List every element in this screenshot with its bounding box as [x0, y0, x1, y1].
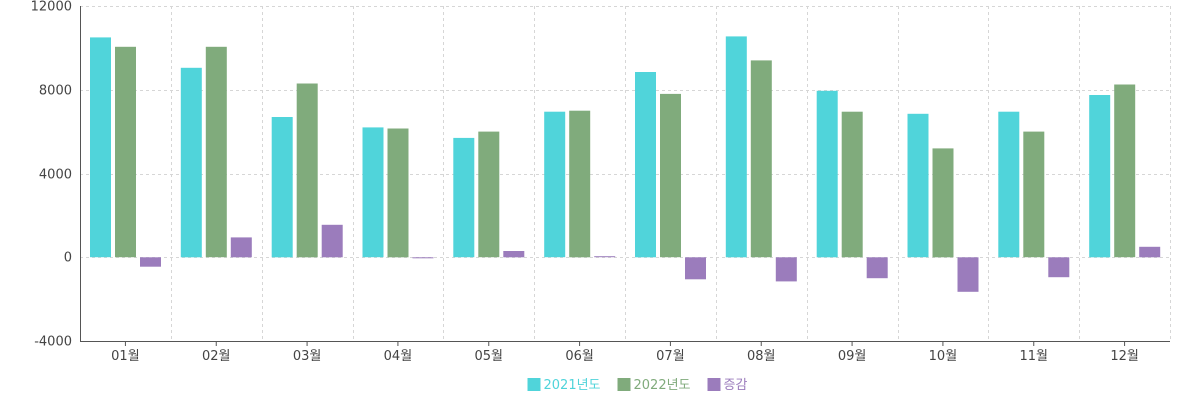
bar-2-3[interactable] — [296, 83, 318, 258]
legend-swatch — [527, 378, 541, 391]
bar-3-5[interactable] — [503, 251, 525, 258]
legend-item-2[interactable]: 2022년도 — [617, 378, 691, 393]
bar-1-12[interactable] — [1089, 95, 1111, 258]
legend-swatch — [707, 378, 721, 391]
x-tick-label: 02월 — [202, 349, 231, 364]
bar-2-7[interactable] — [660, 93, 681, 258]
x-tick-label: 09월 — [838, 349, 867, 364]
x-tick-label: 06월 — [565, 349, 594, 364]
y-axis: -4000 0 4000 8000 12000 — [31, 0, 81, 350]
bar-1-8[interactable] — [725, 36, 747, 258]
legend[interactable]: 2021년도 2022년도 증감 — [527, 378, 748, 393]
bar-1-7[interactable] — [635, 72, 656, 258]
x-tick-label: 04월 — [384, 349, 413, 364]
y-tick-label: 8000 — [39, 84, 72, 99]
bar-2-12[interactable] — [1114, 84, 1136, 258]
legend-label: 2021년도 — [544, 378, 601, 393]
bar-2-5[interactable] — [478, 131, 500, 258]
legend-item-1[interactable]: 2021년도 — [527, 378, 601, 393]
legend-item-3[interactable]: 증감 — [707, 378, 748, 393]
bar-3-6[interactable] — [594, 256, 616, 258]
y-tick-label: 0 — [64, 251, 72, 266]
bar-2-1[interactable] — [115, 46, 136, 258]
bars — [90, 36, 1161, 292]
x-tick-label: 08월 — [747, 349, 776, 364]
bar-1-9[interactable] — [816, 90, 838, 258]
bar-2-4[interactable] — [387, 128, 409, 258]
x-tick-label: 12월 — [1110, 349, 1139, 364]
bar-1-2[interactable] — [180, 67, 202, 258]
x-tick-label: 03월 — [293, 349, 322, 364]
bar-1-4[interactable] — [362, 127, 384, 258]
bar-2-10[interactable] — [932, 148, 954, 258]
bar-1-3[interactable] — [271, 117, 293, 258]
legend-label: 증감 — [724, 378, 748, 393]
x-tick-label: 05월 — [474, 349, 503, 364]
bar-3-8[interactable] — [775, 257, 797, 282]
y-tick-label: -4000 — [34, 335, 72, 350]
bar-2-11[interactable] — [1023, 131, 1045, 258]
x-tick-label: 01월 — [111, 349, 140, 364]
bar-1-6[interactable] — [544, 111, 566, 258]
bar-2-6[interactable] — [569, 110, 591, 258]
legend-label: 2022년도 — [634, 378, 691, 393]
x-tick-label: 10월 — [929, 349, 958, 364]
bar-3-2[interactable] — [230, 237, 252, 258]
x-tick-label: 07월 — [656, 349, 685, 364]
bar-1-10[interactable] — [907, 113, 929, 258]
legend-swatch — [617, 378, 631, 391]
bar-2-8[interactable] — [750, 60, 772, 258]
bar-1-1[interactable] — [90, 37, 111, 258]
bar-3-10[interactable] — [957, 257, 979, 292]
y-tick-label: 12000 — [31, 0, 72, 15]
bar-3-9[interactable] — [866, 257, 888, 279]
grid-lines — [80, 6, 1171, 342]
x-axis: 01월 02월 03월 04월 05월 06월 07월 08월 09월 10월 11월 12월 — [80, 341, 1170, 364]
bar-3-7[interactable] — [685, 257, 706, 280]
bar-2-9[interactable] — [841, 111, 863, 258]
x-tick-label: 11월 — [1019, 349, 1048, 364]
y-tick-label: 4000 — [39, 168, 72, 183]
bar-1-5[interactable] — [453, 137, 475, 258]
bar-3-11[interactable] — [1048, 257, 1070, 278]
bar-3-4[interactable] — [412, 257, 434, 259]
bar-1-11[interactable] — [998, 111, 1020, 258]
bar-2-2[interactable] — [205, 46, 227, 258]
bar-3-12[interactable] — [1139, 246, 1161, 258]
bar-3-1[interactable] — [140, 257, 161, 267]
bar-3-3[interactable] — [321, 224, 343, 258]
